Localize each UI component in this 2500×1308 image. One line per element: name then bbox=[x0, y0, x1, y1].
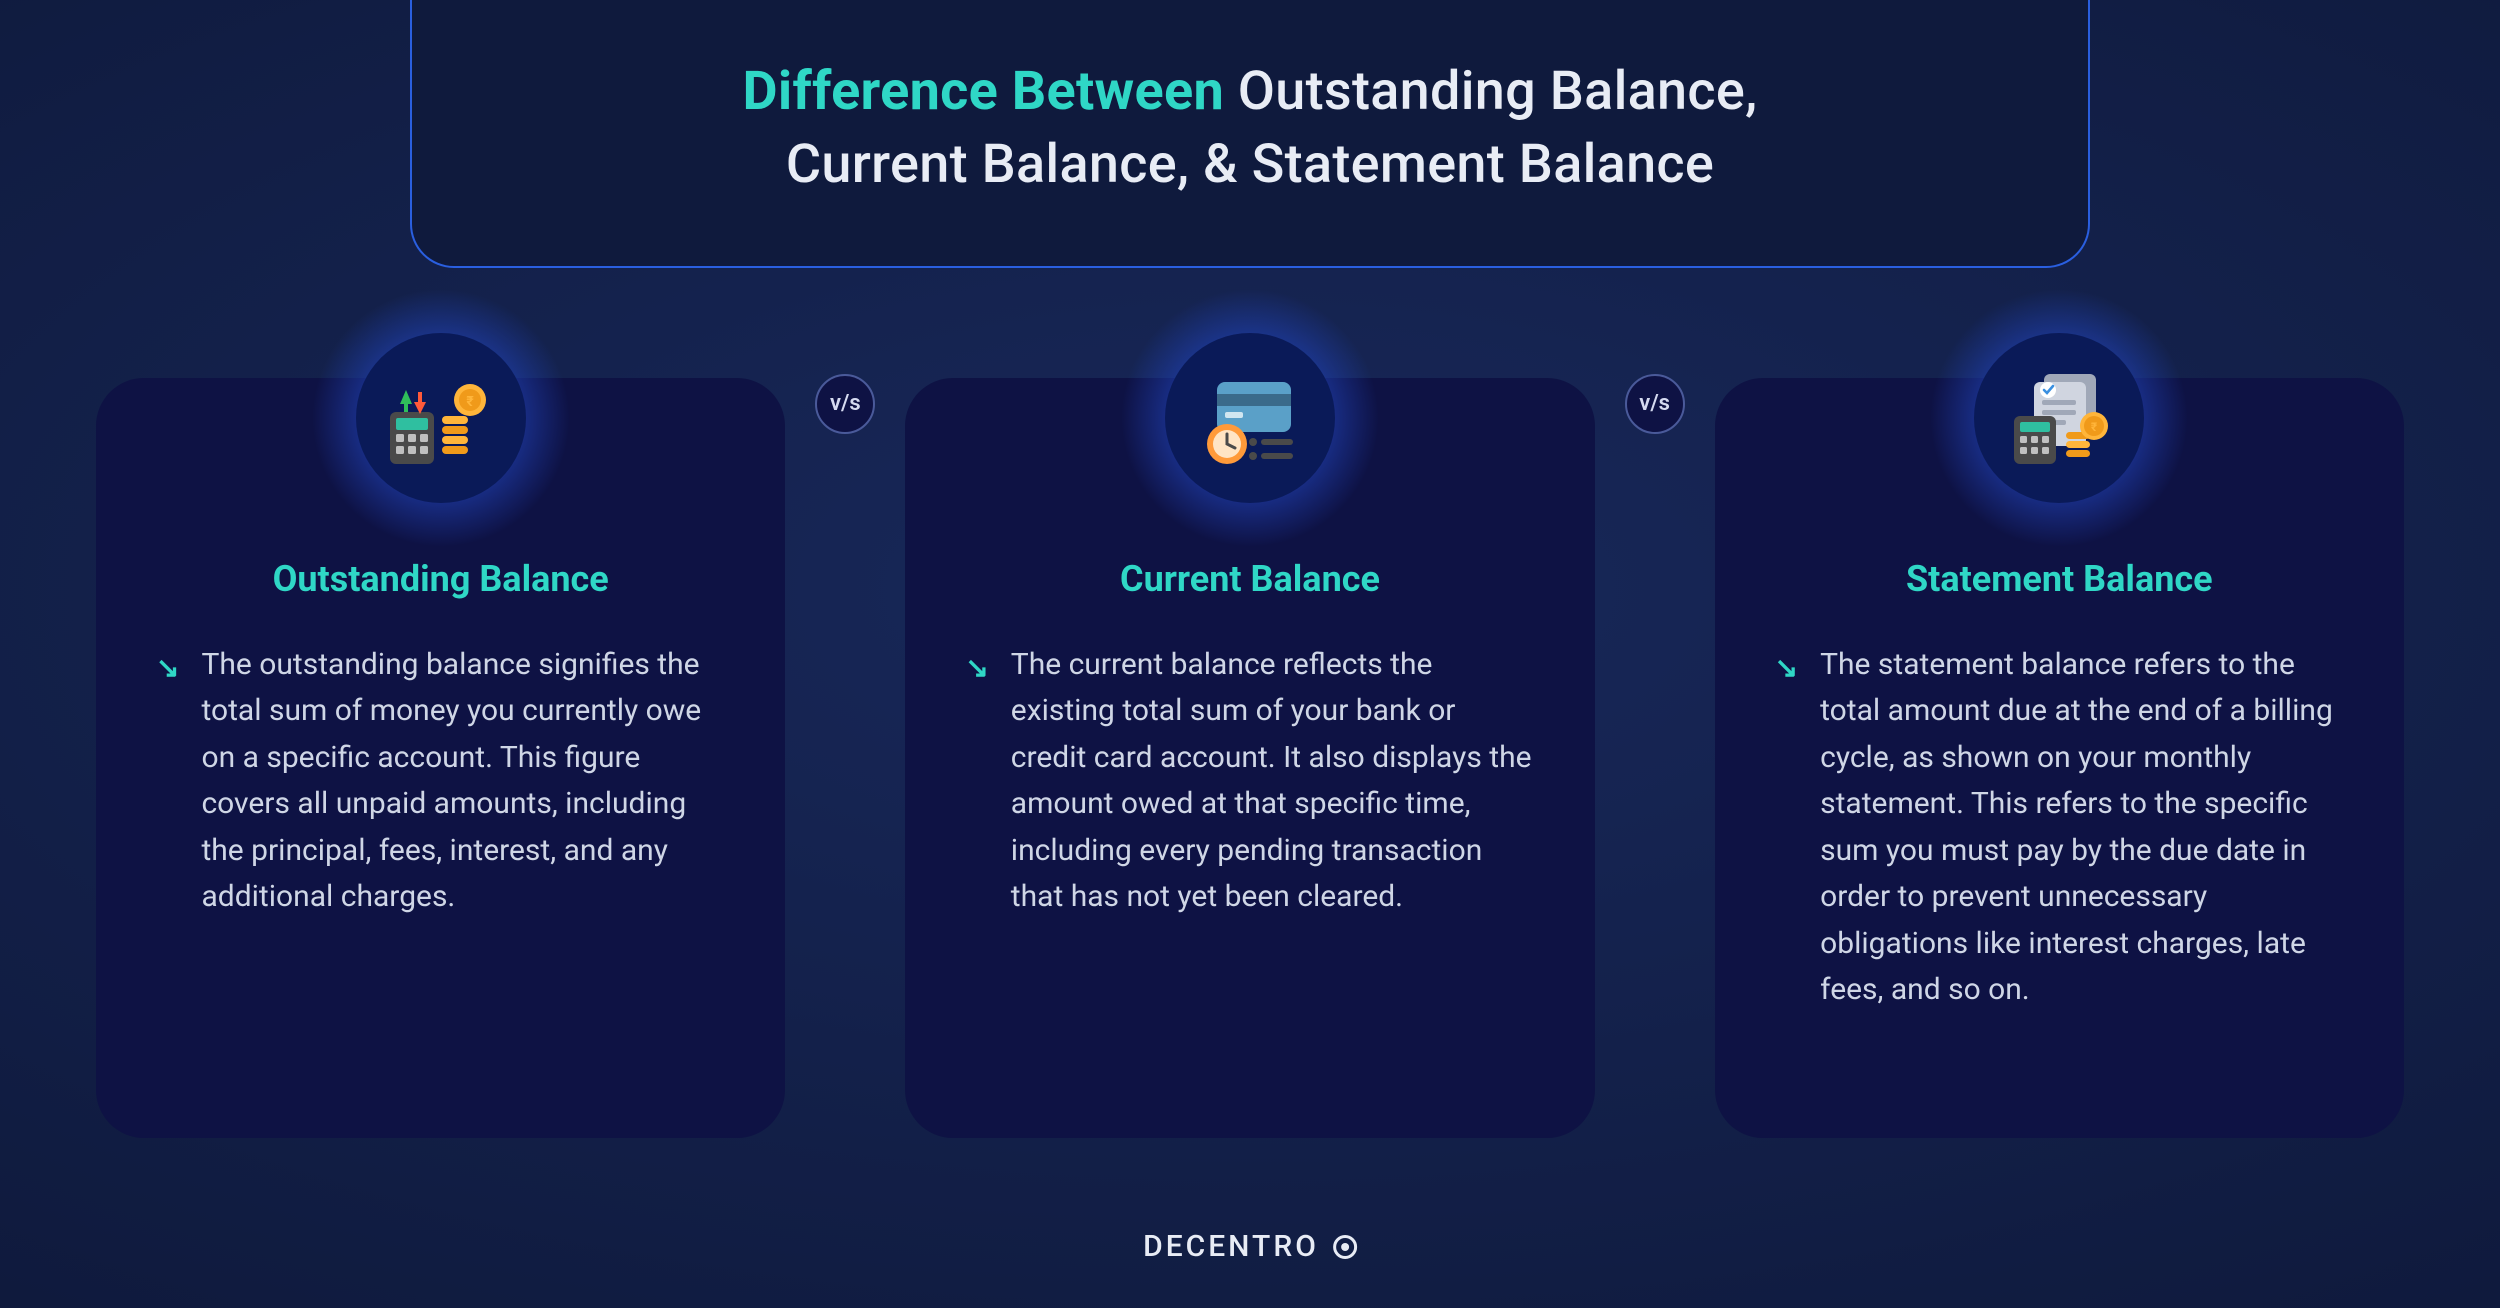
brand-text: DECENTRO bbox=[1143, 1229, 1319, 1264]
badge-circle: ₹ bbox=[356, 333, 526, 503]
card-heading: Current Balance bbox=[965, 558, 1534, 600]
card-statement: ₹ Statement Balance ↘ The statement bala… bbox=[1715, 378, 2404, 1138]
svg-text:₹: ₹ bbox=[466, 394, 474, 410]
card-body-text: The outstanding balance signifies the to… bbox=[201, 642, 725, 921]
card-body: ↘ The statement balance refers to the to… bbox=[1775, 642, 2344, 1014]
badge-glow: ₹ bbox=[1929, 288, 2189, 548]
arrow-bullet-icon: ↘ bbox=[156, 646, 179, 921]
title-pill: Difference Between Outstanding Balance, … bbox=[410, 0, 2090, 268]
title-accent: Difference Between bbox=[742, 60, 1224, 123]
svg-text:₹: ₹ bbox=[2091, 420, 2098, 434]
card-body: ↘ The current balance reflects the exist… bbox=[965, 642, 1534, 921]
card-clock-icon bbox=[1195, 368, 1305, 468]
arrow-bullet-icon: ↘ bbox=[1775, 646, 1798, 1014]
badge-circle bbox=[1165, 333, 1335, 503]
infographic-canvas: Difference Between Outstanding Balance, … bbox=[0, 0, 2500, 1308]
cards-row: ₹ Outstanding Balance ↘ The outstanding … bbox=[0, 378, 2500, 1138]
title-line-1: Difference Between Outstanding Balance, bbox=[512, 56, 1988, 129]
vs-separator: v/s bbox=[815, 374, 875, 434]
card-heading: Outstanding Balance bbox=[156, 558, 725, 600]
badge-holder: ₹ bbox=[1929, 288, 2189, 548]
arrow-bullet-icon: ↘ bbox=[965, 646, 988, 921]
card-body: ↘ The outstanding balance signifies the … bbox=[156, 642, 725, 921]
vs-separator: v/s bbox=[1625, 374, 1685, 434]
card-outstanding: ₹ Outstanding Balance ↘ The outstanding … bbox=[96, 378, 785, 1138]
vs-chip: v/s bbox=[815, 374, 875, 434]
badge-circle: ₹ bbox=[1974, 333, 2144, 503]
card-body-text: The current balance reflects the existin… bbox=[1011, 642, 1535, 921]
title-line-2: Current Balance, & Statement Balance bbox=[512, 129, 1988, 202]
statement-doc-icon: ₹ bbox=[2004, 368, 2114, 468]
card-body-text: The statement balance refers to the tota… bbox=[1820, 642, 2344, 1014]
badge-holder bbox=[1120, 288, 1380, 548]
balance-arrows-coins-icon: ₹ bbox=[386, 368, 496, 468]
badge-glow bbox=[1120, 288, 1380, 548]
badge-glow: ₹ bbox=[311, 288, 571, 548]
brand-dot-icon bbox=[1333, 1235, 1357, 1259]
badge-holder: ₹ bbox=[311, 288, 571, 548]
title-rest-1: Outstanding Balance, bbox=[1224, 60, 1758, 123]
vs-chip: v/s bbox=[1625, 374, 1685, 434]
card-current: Current Balance ↘ The current balance re… bbox=[905, 378, 1594, 1138]
footer-brand: DECENTRO bbox=[1143, 1229, 1357, 1264]
card-heading: Statement Balance bbox=[1775, 558, 2344, 600]
